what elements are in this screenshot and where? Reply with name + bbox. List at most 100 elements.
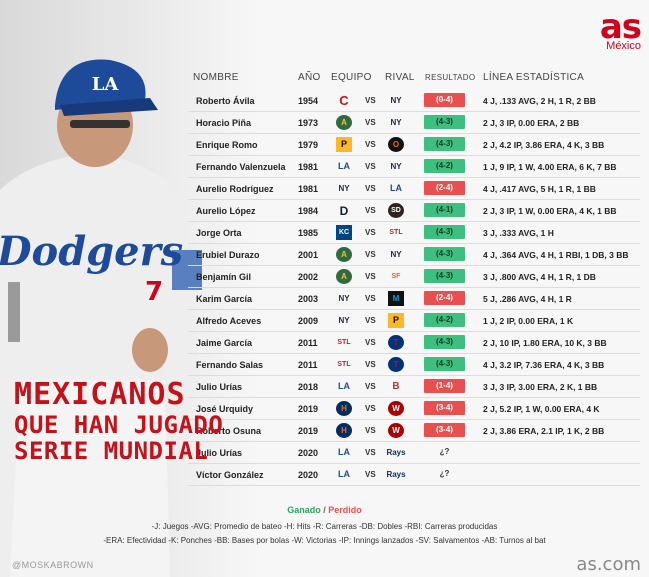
result-badge: (4-2) xyxy=(424,313,465,327)
header-stats: LÍNEA ESTADÍSTICA xyxy=(483,72,585,83)
team-logo-icon: C xyxy=(339,93,349,108)
vs-label: VS xyxy=(365,96,376,105)
header-team: EQUIPO xyxy=(331,72,372,83)
rival-logo-icon: NY xyxy=(390,249,402,259)
table-header: NOMBRE AÑO EQUIPO RIVAL RESULTADO LÍNEA … xyxy=(0,72,649,88)
vs-label: VS xyxy=(365,294,376,303)
vs-label: VS xyxy=(365,118,376,127)
table-row: Benjamín Gil 2002 A VS SF (4-3) 3 J, .800 AVG,… xyxy=(188,266,640,288)
legend-separator: / xyxy=(323,505,326,515)
year: 2019 xyxy=(298,404,319,414)
title-line-2: QUE HAN JUGADO xyxy=(14,411,224,439)
player-name: Roberto Ávila xyxy=(196,96,255,106)
team-logo-icon: H xyxy=(336,423,352,438)
year: 2009 xyxy=(298,316,319,326)
result-badge: (4-3) xyxy=(424,225,465,239)
table-row: Aurelio López 1984 D VS SD (4-1) 2 J, 3 IP, 1 … xyxy=(188,200,640,222)
stat-line: 1 J, 9 IP, 1 W, 4.00 ERA, 6 K, 7 BB xyxy=(483,162,617,172)
year: 2011 xyxy=(298,360,318,370)
player-name: Enrique Romo xyxy=(196,140,258,150)
result-badge: (4-3) xyxy=(424,357,465,371)
team-logo-icon: NY xyxy=(338,293,350,303)
vs-label: VS xyxy=(365,316,376,325)
rival-logo-icon: Rays xyxy=(386,447,406,457)
team-logo-icon: H xyxy=(336,401,352,416)
table-row: Fernando Valenzuela 1981 LA VS NY (4-2) 1 J, 9… xyxy=(188,156,640,178)
vs-label: VS xyxy=(365,426,376,435)
team-logo-icon: STL xyxy=(337,339,351,346)
header-name: NOMBRE xyxy=(193,72,239,83)
vs-label: VS xyxy=(365,162,376,171)
result-badge: (0-4) xyxy=(424,93,465,107)
vs-label: VS xyxy=(365,404,376,413)
year: 1985 xyxy=(298,228,319,238)
player-name: Fernando Valenzuela xyxy=(196,162,286,172)
result-badge: (4-3) xyxy=(424,335,465,349)
year: 1979 xyxy=(298,140,319,150)
table-row: Enrique Romo 1979 P VS O (4-3) 2 J, 4.2 IP, 3.… xyxy=(188,134,640,156)
stat-line: 4 J, 3.2 IP, 7.36 ERA, 4 K, 3 BB xyxy=(483,360,605,370)
vs-label: VS xyxy=(365,184,376,193)
team-logo-icon: STL xyxy=(337,361,351,368)
vs-label: VS xyxy=(365,382,376,391)
player-name: Roberto Osuna xyxy=(196,426,262,436)
result-badge: (4-2) xyxy=(424,159,465,173)
photo-credit: @MOSKABROWN xyxy=(12,560,94,570)
table-row: Erubiel Durazo 2001 A VS NY (4-3) 4 J, .364 AV… xyxy=(188,244,640,266)
brand-edition: México xyxy=(606,40,641,52)
player-name: Karim García xyxy=(196,294,253,304)
vs-label: VS xyxy=(365,272,376,281)
player-name: Julio Urías xyxy=(196,448,243,458)
rival-logo-icon: B xyxy=(392,380,400,392)
year: 2020 xyxy=(298,470,319,480)
year: 2018 xyxy=(298,382,319,392)
year: 1954 xyxy=(298,96,319,106)
team-logo-icon: A xyxy=(336,247,352,262)
stat-line: 3 J, 3 IP, 3.00 ERA, 2 K, 1 BB xyxy=(483,382,598,392)
vs-label: VS xyxy=(365,206,376,215)
table-row: Víctor González 2020 LA VS Rays ¿? xyxy=(188,464,640,486)
stat-line: 5 J, .286 AVG, 4 H, 1 R xyxy=(483,294,572,304)
year: 2003 xyxy=(298,294,319,304)
rival-logo-icon: T xyxy=(388,357,404,372)
player-name: José Urquidy xyxy=(196,404,254,414)
rival-logo-icon: NY xyxy=(390,95,402,105)
result-badge: (2-4) xyxy=(424,181,465,195)
stat-line: 2 J, 3.86 ERA, 2.1 IP, 1 K, 2 BB xyxy=(483,426,605,436)
result-badge: (4-3) xyxy=(424,269,465,283)
team-logo-icon: LA xyxy=(338,381,350,391)
vs-label: VS xyxy=(365,338,376,347)
result-badge: (4-1) xyxy=(424,203,465,217)
rival-logo-icon: W xyxy=(388,423,404,438)
player-name: Aurelio López xyxy=(196,206,256,216)
team-logo-icon: LA xyxy=(338,447,350,457)
player-name: Víctor González xyxy=(196,470,264,480)
rival-logo-icon: M xyxy=(388,291,404,306)
rival-logo-icon: W xyxy=(388,401,404,416)
stat-line: 2 J, 5.2 IP, 1 W, 0.00 ERA, 4 K xyxy=(483,404,600,414)
title-line-3: SERIE MUNDIAL xyxy=(14,437,209,465)
team-logo-icon: NY xyxy=(338,315,350,325)
table-row: Fernando Salas 2011 STL VS T (4-3) 4 J, 3.2 IP… xyxy=(188,354,640,376)
stat-line: 2 J, 4.2 IP, 3.86 ERA, 4 K, 3 BB xyxy=(483,140,605,150)
stat-line: 2 J, 3 IP, 0.00 ERA, 2 BB xyxy=(483,118,580,128)
header-rival: RIVAL xyxy=(385,72,415,83)
stat-line: 3 J, .800 AVG, 4 H, 1 R, 1 DB xyxy=(483,272,596,282)
table-row: Karim García 2003 NY VS M (2-4) 5 J, .286 AVG,… xyxy=(188,288,640,310)
player-photo: LA Dodgers 7 xyxy=(0,59,202,577)
table-row: Roberto Osuna 2019 H VS W (3-4) 2 J, 3.86 ERA,… xyxy=(188,420,640,442)
svg-text:LA: LA xyxy=(92,74,120,95)
header-year: AÑO xyxy=(298,72,321,83)
player-name: Aurelio Rodríguez xyxy=(196,184,274,194)
team-logo-icon: LA xyxy=(338,161,350,171)
year: 2002 xyxy=(298,272,319,282)
table-row: Julio Urías 2020 LA VS Rays ¿? xyxy=(188,442,640,464)
rival-logo-icon: P xyxy=(388,313,404,328)
table-row: Alfredo Aceves 2009 NY VS P (4-2) 1 J, 2 IP, 0… xyxy=(188,310,640,332)
stat-line: 4 J, .133 AVG, 2 H, 1 R, 2 BB xyxy=(483,96,596,106)
rival-logo-icon: O xyxy=(388,137,404,152)
table-row: Horacio Piña 1973 A VS NY (4-3) 2 J, 3 IP, 0.0… xyxy=(188,112,640,134)
player-name: Julio Urías xyxy=(196,382,243,392)
rival-logo-icon: T xyxy=(388,335,404,350)
jersey-lettering: Dodgers xyxy=(0,228,183,275)
